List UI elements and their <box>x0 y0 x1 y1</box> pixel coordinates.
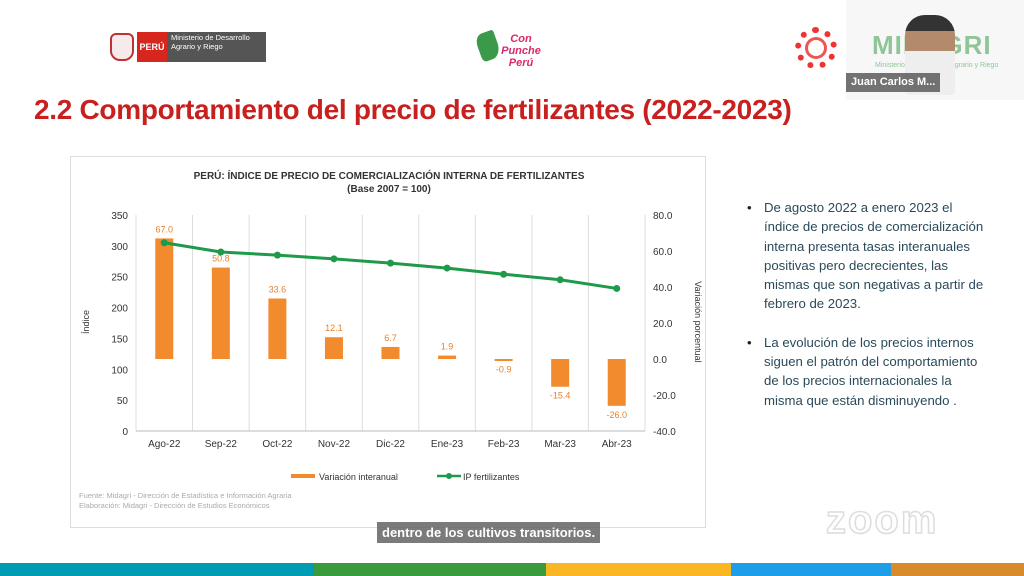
bar-data-label: 67.0 <box>156 224 174 234</box>
x-tick-label: Sep-22 <box>205 439 238 450</box>
line-point <box>273 251 281 259</box>
y-axis-label: Índice <box>81 310 91 334</box>
x-tick-label: Abr-23 <box>602 439 632 450</box>
campaign-logo: Con Punche Perú <box>478 27 546 69</box>
chart-title: PERÚ: ÍNDICE DE PRECIO DE COMERCIALIZACI… <box>194 169 585 182</box>
bar-variacion <box>155 238 174 359</box>
footer-color-segment <box>0 563 314 576</box>
bar-data-label: 6.7 <box>384 333 397 343</box>
legend-label: IP fertilizantes <box>463 472 520 482</box>
bar-data-label: -15.4 <box>550 391 571 401</box>
y-right-tick-label: 20.0 <box>653 319 673 330</box>
bar-data-label: -26.0 <box>606 410 627 420</box>
x-tick-label: Feb-23 <box>488 439 520 450</box>
bar-variacion <box>324 337 343 359</box>
y-right-tick-label: 60.0 <box>653 247 673 258</box>
y-tick-label: 150 <box>111 334 128 345</box>
x-tick-label: Dic-22 <box>376 439 405 450</box>
footer-color-segment <box>314 563 546 576</box>
bullet-item: La evolución de los precios internos sig… <box>745 333 985 410</box>
y-tick-label: 350 <box>111 211 128 222</box>
sun-logo-icon <box>795 27 837 69</box>
footer-color-segment <box>891 563 1024 576</box>
ministry-logo: Ministerio de Desarrollo Agrario y Riego <box>167 32 266 62</box>
bar-variacion <box>268 298 287 359</box>
chart-container: PERÚ: ÍNDICE DE PRECIO DE COMERCIALIZACI… <box>70 156 706 528</box>
bar-variacion <box>211 267 230 359</box>
line-point <box>500 270 508 278</box>
bar-data-label: 50.8 <box>212 254 230 264</box>
x-tick-label: Ene-23 <box>431 439 464 450</box>
peru-logo: PERÚ <box>137 32 167 62</box>
y-right-tick-label: 80.0 <box>653 211 673 222</box>
bullet-list: De agosto 2022 a enero 2023 el índice de… <box>745 198 985 429</box>
y-tick-label: 250 <box>111 273 128 284</box>
chart-source: Fuente: Midagri - Dirección de Estadísti… <box>79 491 292 500</box>
legend-label: Variación interanual <box>319 472 398 482</box>
footer-color-segment <box>546 563 731 576</box>
y-tick-label: 50 <box>117 396 129 407</box>
coat-of-arms-icon <box>110 33 134 61</box>
y-right-axis-label: Variación porcentual <box>693 281 703 362</box>
bar-variacion <box>551 359 570 387</box>
x-tick-label: Nov-22 <box>318 439 351 450</box>
bullet-item: De agosto 2022 a enero 2023 el índice de… <box>745 198 985 314</box>
line-point <box>613 284 621 292</box>
y-right-tick-label: -40.0 <box>653 427 676 438</box>
bar-data-label: 33.6 <box>269 285 287 295</box>
campaign-text: Con Punche Perú <box>501 33 541 69</box>
y-right-tick-label: 40.0 <box>653 283 673 294</box>
subtitle-caption: dentro de los cultivos transitorios. <box>377 522 601 543</box>
participant-name: Juan Carlos M... <box>846 73 941 92</box>
footer-color-segment <box>731 563 891 576</box>
line-point <box>160 239 168 247</box>
y-tick-label: 0 <box>122 427 128 438</box>
line-point <box>330 255 338 263</box>
x-tick-label: Mar-23 <box>544 439 576 450</box>
x-tick-label: Ago-22 <box>148 439 181 450</box>
line-point <box>217 248 225 256</box>
chart-subtitle: (Base 2007 = 100) <box>347 184 431 195</box>
zoom-watermark: zoom <box>825 497 939 543</box>
bar-data-label: -0.9 <box>496 365 512 375</box>
legend-swatch-bar <box>291 474 315 478</box>
y-tick-label: 100 <box>111 365 128 376</box>
slide-title: 2.2 Comportamiento del precio de fertili… <box>34 94 792 125</box>
footer-color-bar <box>0 563 1024 576</box>
bar-data-label: 12.1 <box>325 323 343 333</box>
chart: PERÚ: ÍNDICE DE PRECIO DE COMERCIALIZACI… <box>79 169 703 510</box>
bar-variacion <box>438 355 457 359</box>
bar-variacion <box>607 359 626 406</box>
line-point <box>443 264 451 272</box>
line-point <box>556 276 564 284</box>
legend-swatch-point <box>446 473 452 479</box>
y-right-tick-label: -20.0 <box>653 391 676 402</box>
line-point <box>387 259 394 267</box>
y-tick-label: 200 <box>111 304 128 315</box>
bar-variacion <box>381 346 400 359</box>
bar-data-label: 1.9 <box>441 342 454 352</box>
chart-elaboration: Elaboración: Midagri - Dirección de Estu… <box>79 501 270 510</box>
bar-variacion <box>494 359 513 361</box>
y-right-tick-label: 0.0 <box>653 355 667 366</box>
x-tick-label: Oct-22 <box>262 439 292 450</box>
y-tick-label: 300 <box>111 242 128 253</box>
